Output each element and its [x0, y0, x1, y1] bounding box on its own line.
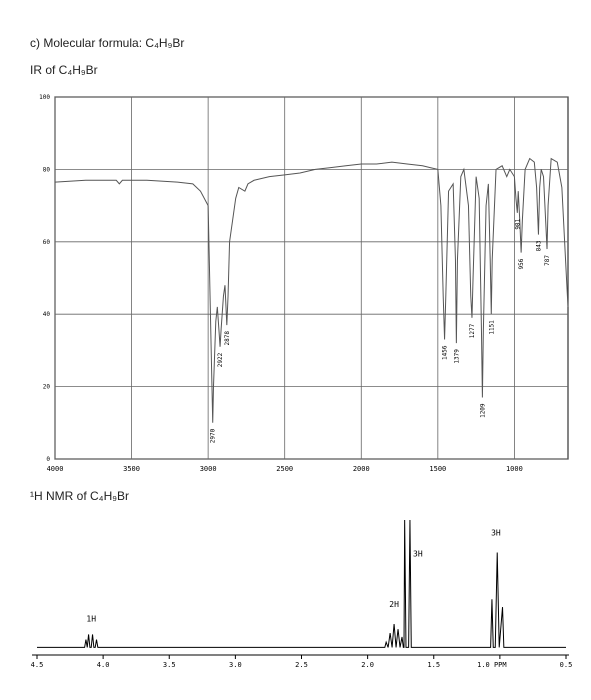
- x-tick-label: 2.0: [361, 661, 374, 669]
- x-tick-label: 4.5: [31, 661, 44, 669]
- peak-label: 2922: [217, 352, 224, 367]
- x-tick-label: 3000: [200, 465, 217, 473]
- peak-label: 1151: [488, 320, 495, 335]
- x-tick-label: 4.0: [97, 661, 110, 669]
- x-tick-label: 3.0: [229, 661, 242, 669]
- integration-label: 3H: [413, 549, 423, 558]
- peak-label: 981: [514, 218, 521, 229]
- integration-label: 2H: [389, 600, 399, 609]
- x-tick-label: 1000: [506, 465, 523, 473]
- spectrum-line: [54, 157, 569, 423]
- peak-label: 1456: [442, 345, 449, 360]
- x-tick-label: 0.5: [560, 661, 573, 669]
- y-tick-label: 60: [43, 239, 51, 246]
- nmr-heading: ¹H NMR of C₄H₉Br: [30, 489, 129, 503]
- y-tick-label: 80: [43, 166, 51, 173]
- x-tick-label: 1.0 PPM: [477, 661, 507, 669]
- y-tick-label: 0: [46, 456, 50, 463]
- x-tick-label: 1500: [429, 465, 446, 473]
- peak-label: 956: [518, 258, 525, 269]
- x-tick-label: 3.5: [163, 661, 176, 669]
- y-tick-label: 100: [39, 94, 50, 101]
- x-tick-label: 4000: [47, 465, 64, 473]
- formula: c) Molecular formula: C₄H₉Br: [30, 36, 184, 50]
- peak-label: 1277: [469, 323, 476, 338]
- integration-label: 3H: [491, 529, 501, 538]
- integration-label: 1H: [86, 614, 96, 623]
- spectrum-line: [37, 519, 566, 648]
- peak-label: 2970: [210, 428, 217, 443]
- peak-label: 1379: [453, 349, 460, 364]
- x-tick-label: 2000: [353, 465, 370, 473]
- peak-label: 787: [544, 255, 551, 266]
- peak-label: 2878: [224, 331, 231, 346]
- y-tick-label: 20: [43, 384, 51, 391]
- x-tick-label: 1.5: [427, 661, 440, 669]
- peak-label: 1209: [479, 403, 486, 418]
- x-tick-label: 3500: [123, 465, 140, 473]
- peak-label: 843: [535, 240, 542, 251]
- x-tick-label: 2.5: [295, 661, 308, 669]
- ir-heading: IR of C₄H₉Br: [30, 63, 98, 77]
- y-tick-label: 40: [43, 311, 51, 318]
- x-tick-label: 2500: [276, 465, 293, 473]
